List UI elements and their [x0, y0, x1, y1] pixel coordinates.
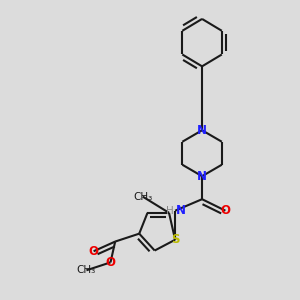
Text: H: H	[166, 206, 173, 216]
Text: S: S	[171, 233, 179, 246]
Text: N: N	[176, 204, 186, 217]
Text: N: N	[197, 124, 207, 137]
Text: O: O	[106, 256, 116, 269]
Text: O: O	[220, 204, 230, 217]
Text: N: N	[197, 170, 207, 183]
Text: O: O	[88, 245, 99, 258]
Text: CH₃: CH₃	[77, 265, 96, 275]
Text: CH₃: CH₃	[133, 192, 152, 202]
